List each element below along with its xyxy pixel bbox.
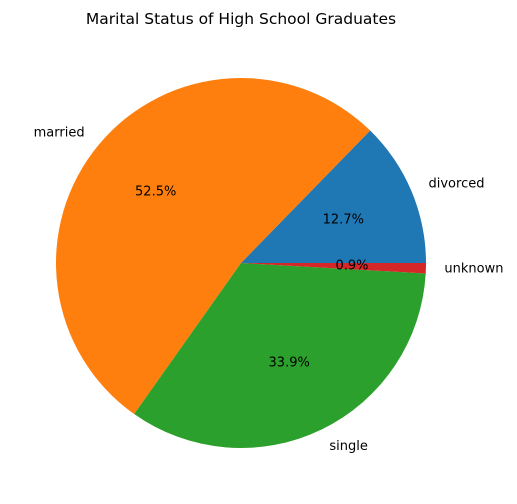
pie-slice-married <box>55 77 371 415</box>
pie-slices <box>55 77 426 448</box>
pie-slice-unknown <box>241 263 426 274</box>
slice-label-unknown: unknown <box>444 261 503 276</box>
slice-label-divorced: divorced <box>429 176 485 191</box>
percent-label-divorced: 12.7% <box>323 212 364 227</box>
slice-label-single: single <box>329 439 368 454</box>
slice-label-married: married <box>34 125 85 140</box>
percent-label-married: 52.5% <box>135 185 176 200</box>
pie-labels: divorced 12.7% married 52.5% single 33.9% unkn… <box>34 125 504 454</box>
percent-label-unknown: 0.9% <box>335 259 368 274</box>
pie-slice-divorced <box>241 130 426 263</box>
pie-slice-single <box>134 263 426 448</box>
percent-label-single: 33.9% <box>269 356 310 371</box>
chart-title: Marital Status of High School Graduates <box>86 10 396 28</box>
